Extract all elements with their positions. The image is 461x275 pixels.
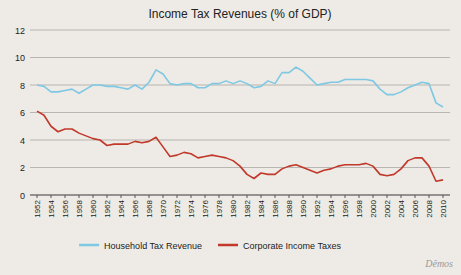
x-tick	[219, 195, 220, 198]
x-tick	[303, 195, 304, 198]
plot-area	[37, 67, 443, 181]
x-tick	[331, 195, 332, 198]
x-tick-label: 2008	[425, 199, 434, 217]
x-tick	[443, 195, 444, 198]
legend: Household Tax Revenue Corporate Income Ta…	[79, 241, 341, 251]
x-tick-label: 1954	[47, 199, 56, 217]
x-tick	[345, 195, 346, 198]
x-tick-label: 1972	[173, 199, 182, 217]
x-tick-label: 2004	[397, 199, 406, 217]
x-tick-label: 1958	[75, 199, 84, 217]
x-tick	[317, 195, 318, 198]
y-tick-label: 10	[15, 53, 25, 63]
x-tick	[401, 195, 402, 198]
x-tick	[135, 195, 136, 198]
x-tick	[275, 195, 276, 198]
x-tick	[359, 195, 360, 198]
x-tick-label: 1978	[215, 199, 224, 217]
x-tick	[65, 195, 66, 198]
x-tick-label: 2010	[439, 199, 448, 217]
x-tick-label: 1996	[341, 199, 350, 217]
chart: Income Tax Revenues (% of GDP) 0 2 4 6 8 10 12 1…	[0, 0, 461, 275]
x-tick-label: 2006	[411, 199, 420, 217]
x-tick-label: 1956	[61, 199, 70, 217]
legend-label: Corporate Income Taxes	[243, 241, 341, 251]
x-tick-label: 1974	[187, 199, 196, 217]
x-tick	[289, 195, 290, 198]
legend-swatch	[218, 244, 238, 247]
x-tick-label: 1952	[33, 199, 42, 217]
legend-label: Household Tax Revenue	[104, 241, 202, 251]
x-tick-label: 1988	[285, 199, 294, 217]
x-tick	[149, 195, 150, 198]
x-tick-label: 1970	[159, 199, 168, 217]
x-tick-label: 1960	[89, 199, 98, 217]
y-tick-label: 6	[20, 108, 25, 118]
x-tick	[387, 195, 388, 198]
x-tick	[247, 195, 248, 198]
x-tick-label: 1986	[271, 199, 280, 217]
x-tick-label: 1962	[103, 199, 112, 217]
grid-line	[30, 57, 450, 58]
x-tick-label: 1968	[145, 199, 154, 217]
y-tick-label: 4	[20, 136, 25, 146]
x-tick	[373, 195, 374, 198]
x-tick-label: 2000	[369, 199, 378, 217]
x-tick	[163, 195, 164, 198]
x-tick-label: 1964	[117, 199, 126, 217]
line	[37, 111, 443, 181]
x-tick	[205, 195, 206, 198]
x-tick-label: 1992	[313, 199, 322, 217]
x-tick	[415, 195, 416, 198]
x-tick	[107, 195, 108, 198]
y-tick-label: 2	[20, 163, 25, 173]
y-tick-label: 12	[15, 26, 25, 36]
x-tick	[79, 195, 80, 198]
x-tick-label: 1982	[243, 199, 252, 217]
x-tick	[233, 195, 234, 198]
legend-item: Corporate Income Taxes	[218, 241, 341, 251]
x-tick-label: 1984	[257, 199, 266, 217]
x-tick	[37, 195, 38, 198]
line	[37, 67, 443, 107]
grid-line	[30, 140, 450, 141]
x-tick	[261, 195, 262, 198]
x-tick-label: 1966	[131, 199, 140, 217]
x-tick	[121, 195, 122, 198]
x-tick-label: 1990	[299, 199, 308, 217]
legend-swatch	[79, 244, 99, 247]
x-tick-label: 1998	[355, 199, 364, 217]
x-tick-label: 1976	[201, 199, 210, 217]
legend-item: Household Tax Revenue	[79, 241, 202, 251]
y-tick-label: 0	[20, 191, 25, 201]
grid-line	[30, 30, 450, 31]
x-tick	[429, 195, 430, 198]
watermark: Dêmos	[424, 258, 453, 269]
x-tick-label: 2002	[383, 199, 392, 217]
x-tick	[191, 195, 192, 198]
x-tick-label: 1994	[327, 199, 336, 217]
title: Income Tax Revenues (% of GDP)	[148, 7, 331, 21]
x-tick-label: 1980	[229, 199, 238, 217]
grid-line	[30, 112, 450, 113]
x-tick	[177, 195, 178, 198]
x-tick	[93, 195, 94, 198]
y-tick-label: 8	[20, 81, 25, 91]
background	[0, 0, 461, 275]
x-tick	[51, 195, 52, 198]
